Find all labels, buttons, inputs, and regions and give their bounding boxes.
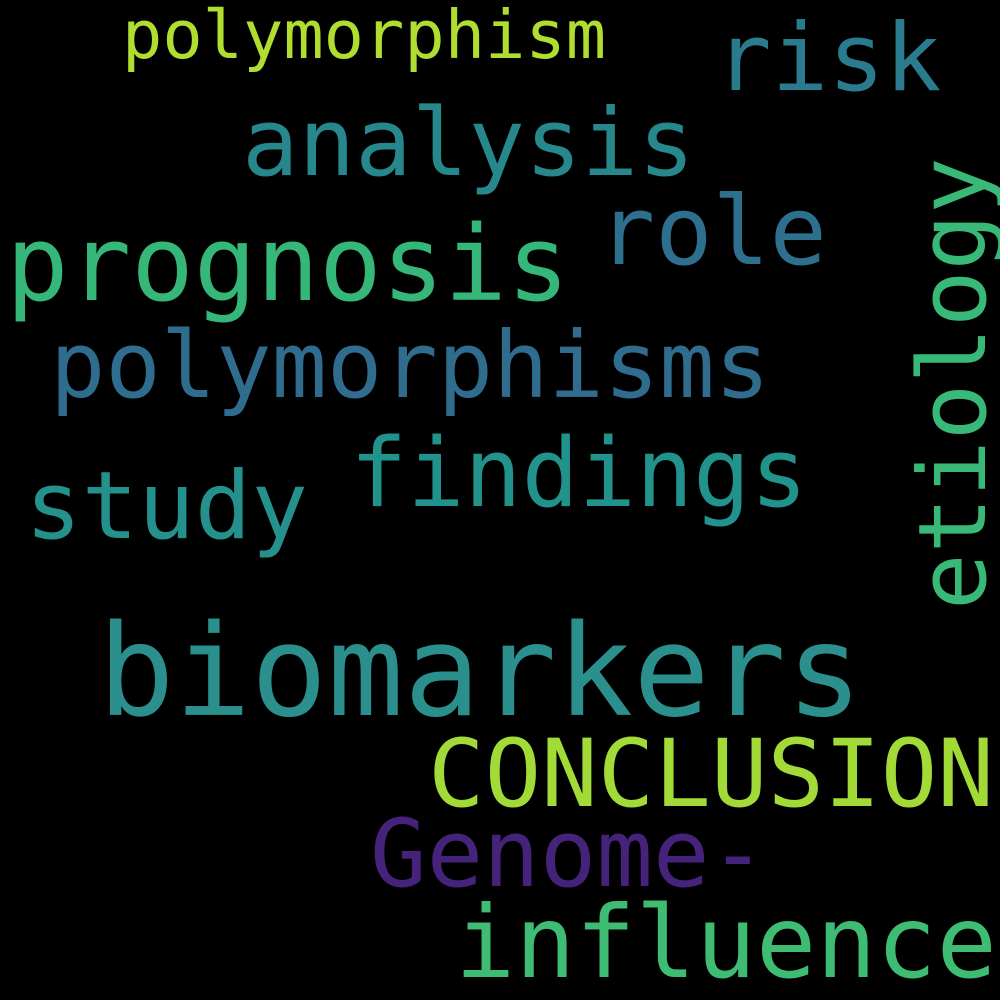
word-genome: Genome- bbox=[370, 800, 767, 909]
word-polymorphisms: polymorphisms bbox=[50, 312, 771, 419]
word-analysis: analysis bbox=[242, 89, 695, 198]
word-polymorphism: polymorphism bbox=[122, 0, 607, 74]
word-findings: findings bbox=[350, 419, 808, 529]
word-etiology: etiology bbox=[899, 157, 1000, 610]
word-risk: risk bbox=[715, 4, 942, 113]
word-study: study bbox=[25, 452, 308, 561]
word-biomarkers: biomarkers bbox=[98, 597, 863, 745]
word-influence: influence bbox=[455, 884, 997, 1000]
word-prognosis: prognosis bbox=[6, 203, 570, 325]
word-role: role bbox=[598, 177, 827, 287]
word-conclusion: CONCLUSION bbox=[428, 720, 994, 829]
